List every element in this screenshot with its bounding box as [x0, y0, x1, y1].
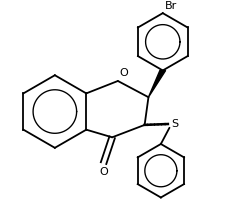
- Polygon shape: [149, 70, 166, 97]
- Text: Br: Br: [165, 1, 177, 11]
- Text: O: O: [120, 68, 128, 78]
- Text: O: O: [99, 167, 108, 177]
- Text: S: S: [171, 119, 179, 129]
